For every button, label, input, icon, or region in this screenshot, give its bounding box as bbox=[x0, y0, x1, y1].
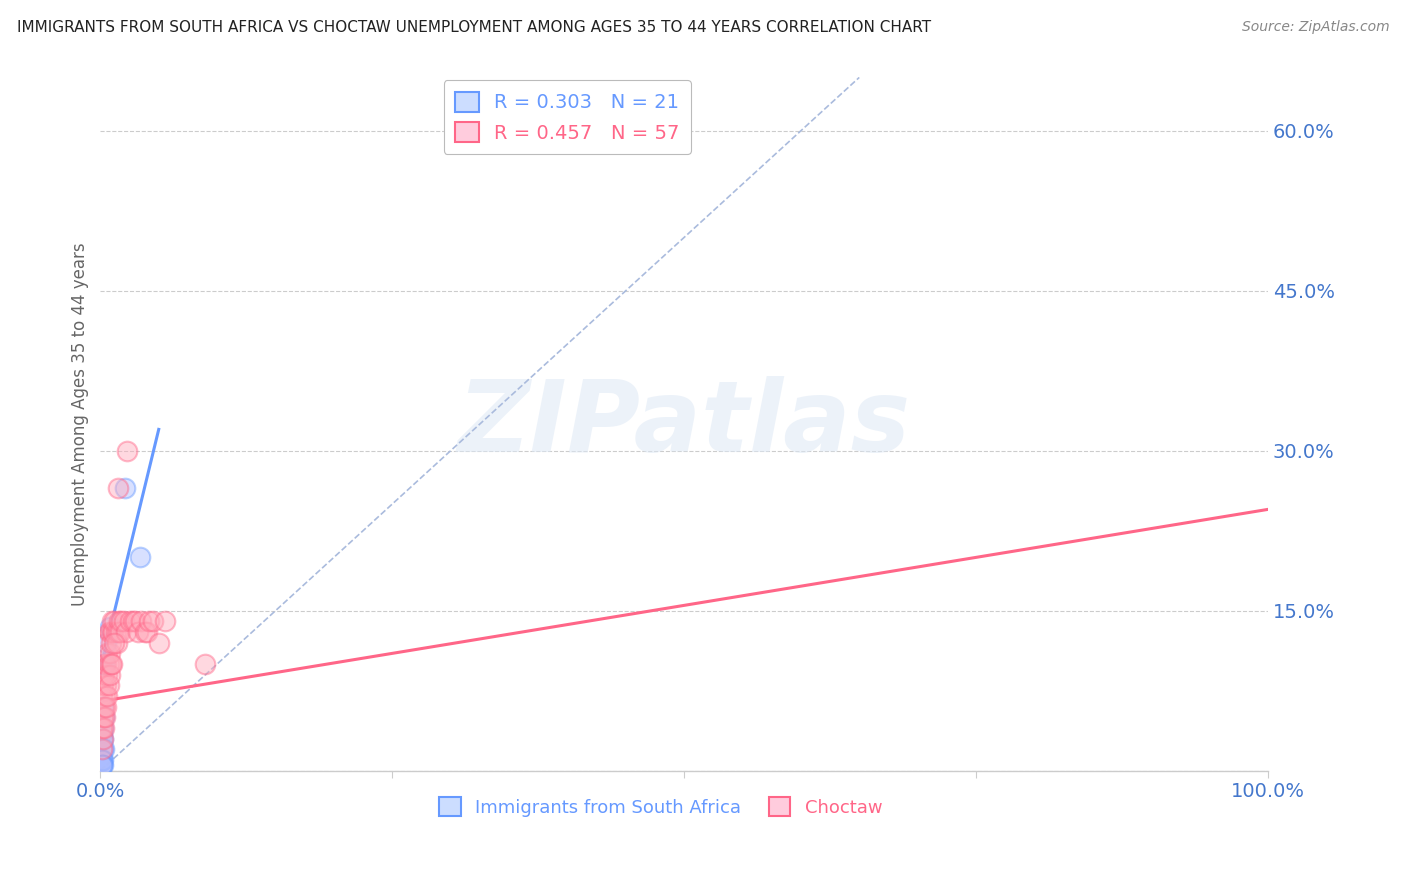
Point bbox=[90, 742, 112, 756]
Point bbox=[93, 667, 115, 681]
Point bbox=[90, 742, 112, 756]
Text: IMMIGRANTS FROM SOUTH AFRICA VS CHOCTAW UNEMPLOYMENT AMONG AGES 35 TO 44 YEARS C: IMMIGRANTS FROM SOUTH AFRICA VS CHOCTAW … bbox=[17, 20, 931, 35]
Point bbox=[153, 615, 176, 629]
Point bbox=[103, 625, 125, 640]
Point bbox=[115, 625, 138, 640]
Point bbox=[107, 625, 129, 640]
Point bbox=[134, 625, 156, 640]
Point bbox=[91, 710, 114, 724]
Point bbox=[93, 742, 115, 756]
Point bbox=[91, 699, 114, 714]
Y-axis label: Unemployment Among Ages 35 to 44 years: Unemployment Among Ages 35 to 44 years bbox=[72, 243, 89, 606]
Point bbox=[103, 636, 125, 650]
Point bbox=[107, 481, 129, 495]
Point bbox=[98, 667, 121, 681]
Point bbox=[90, 753, 112, 767]
Point bbox=[96, 699, 118, 714]
Point bbox=[91, 731, 114, 746]
Point bbox=[103, 615, 125, 629]
Point bbox=[104, 625, 127, 640]
Point bbox=[118, 615, 141, 629]
Legend: Immigrants from South Africa, Choctaw: Immigrants from South Africa, Choctaw bbox=[432, 790, 890, 824]
Point bbox=[97, 657, 120, 671]
Point bbox=[105, 636, 128, 650]
Point bbox=[91, 753, 114, 767]
Point bbox=[91, 721, 114, 735]
Point bbox=[96, 689, 118, 703]
Point bbox=[90, 731, 112, 746]
Point bbox=[100, 657, 122, 671]
Point bbox=[97, 625, 120, 640]
Point bbox=[90, 721, 112, 735]
Point bbox=[115, 443, 138, 458]
Point bbox=[101, 615, 124, 629]
Point bbox=[90, 753, 112, 767]
Point bbox=[94, 710, 117, 724]
Point bbox=[112, 615, 135, 629]
Point bbox=[101, 625, 124, 640]
Point bbox=[194, 657, 217, 671]
Point bbox=[93, 699, 115, 714]
Point bbox=[127, 625, 149, 640]
Point bbox=[100, 636, 122, 650]
Point bbox=[138, 615, 160, 629]
Point bbox=[129, 615, 152, 629]
Point bbox=[96, 636, 118, 650]
Point bbox=[93, 710, 115, 724]
Point bbox=[108, 625, 131, 640]
Point bbox=[90, 758, 112, 772]
Point bbox=[90, 726, 112, 740]
Text: Source: ZipAtlas.com: Source: ZipAtlas.com bbox=[1241, 20, 1389, 34]
Point bbox=[90, 758, 112, 772]
Point bbox=[93, 657, 115, 671]
Point bbox=[148, 636, 170, 650]
Point bbox=[98, 646, 121, 660]
Point bbox=[91, 742, 114, 756]
Point bbox=[96, 646, 118, 660]
Point bbox=[90, 721, 112, 735]
Point bbox=[114, 481, 136, 495]
Point bbox=[91, 758, 114, 772]
Point bbox=[91, 710, 114, 724]
Point bbox=[122, 615, 145, 629]
Point bbox=[98, 625, 121, 640]
Point bbox=[93, 699, 115, 714]
Point bbox=[101, 657, 124, 671]
Point bbox=[91, 731, 114, 746]
Point bbox=[110, 615, 132, 629]
Point bbox=[142, 615, 165, 629]
Point bbox=[96, 657, 118, 671]
Point bbox=[91, 678, 114, 692]
Point bbox=[108, 615, 131, 629]
Point bbox=[94, 689, 117, 703]
Point bbox=[93, 721, 115, 735]
Point bbox=[90, 657, 112, 671]
Point bbox=[94, 657, 117, 671]
Point bbox=[136, 625, 159, 640]
Point bbox=[96, 667, 118, 681]
Point bbox=[98, 620, 121, 634]
Point bbox=[124, 615, 146, 629]
Point bbox=[129, 550, 152, 565]
Point bbox=[90, 689, 112, 703]
Point bbox=[96, 678, 118, 692]
Point bbox=[97, 678, 120, 692]
Text: ZIPatlas: ZIPatlas bbox=[457, 376, 911, 473]
